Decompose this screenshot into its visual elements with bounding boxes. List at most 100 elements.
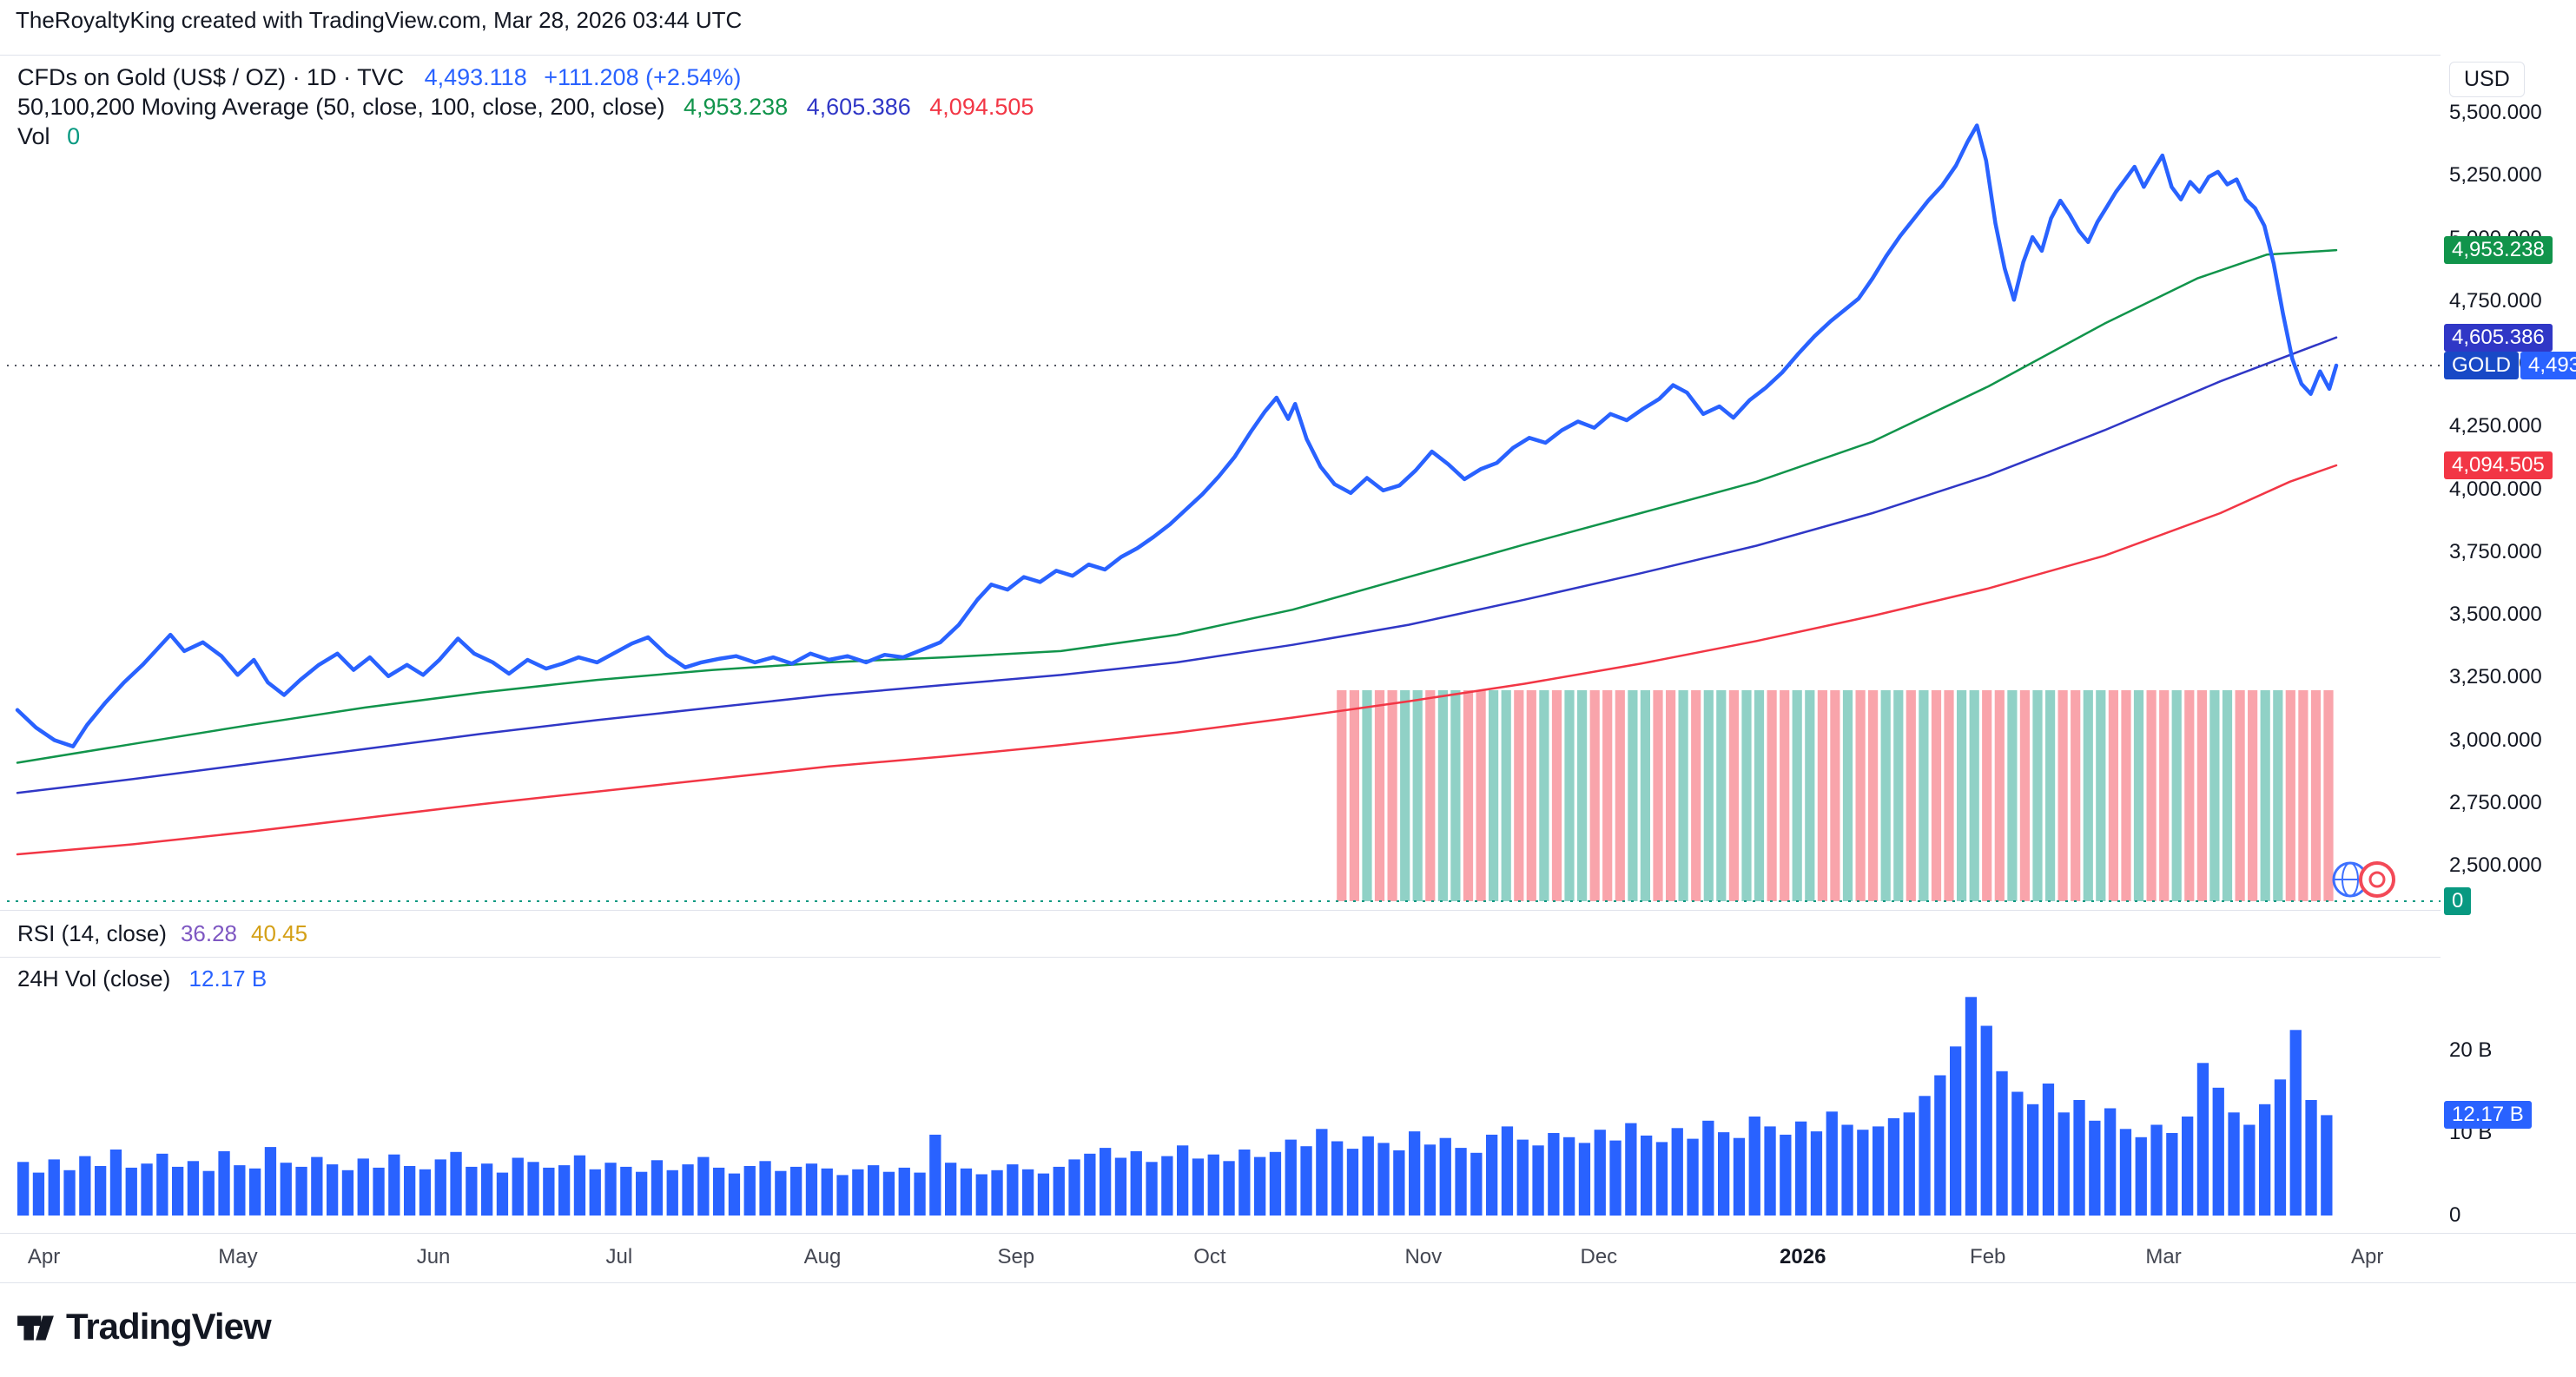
time-label-jul: Jul xyxy=(605,1245,633,1268)
series-ma200 xyxy=(16,464,2338,856)
volume-bar xyxy=(775,1170,787,1216)
volume-bar xyxy=(743,1166,756,1216)
volume-bar xyxy=(1810,1131,1823,1216)
vol-stripe-bar xyxy=(1780,690,1790,901)
volume-bar xyxy=(960,1168,973,1216)
tradingview-logo[interactable]: TradingView xyxy=(16,1306,272,1347)
price-tick: 3,750.000 xyxy=(2449,539,2542,563)
vol-stripe-bar xyxy=(1628,690,1638,901)
volume-bar xyxy=(2073,1100,2085,1216)
ma50-label: 4,953.238 xyxy=(2444,236,2553,264)
volume-bar xyxy=(63,1169,76,1216)
volume-bar xyxy=(728,1173,741,1216)
volume-bar xyxy=(1919,1096,1931,1216)
time-label-aug: Aug xyxy=(803,1245,842,1268)
price-tick: 5,500.000 xyxy=(2449,101,2542,124)
main-rsi-separator[interactable] xyxy=(0,910,2576,911)
volume-bar xyxy=(1007,1164,1019,1216)
vol-stripe-bar xyxy=(2045,690,2056,901)
vol-stripe-bar xyxy=(1919,690,1929,901)
volume-bar xyxy=(327,1164,339,1216)
vol-stripe-bar xyxy=(1425,690,1436,901)
volume-bar xyxy=(1084,1153,1096,1216)
rsi-vol-separator[interactable] xyxy=(0,957,2576,958)
vol-stripe-bar xyxy=(1994,690,2005,901)
volume-bar xyxy=(697,1156,710,1216)
chart-legend: CFDs on Gold (US$ / OZ) · 1D · TVC 4,493… xyxy=(17,63,1034,151)
volume-bar xyxy=(295,1166,307,1216)
vol-stripe-bar xyxy=(1728,690,1739,901)
vol-stripe-bar xyxy=(1703,690,1714,901)
vol-stripe-bar xyxy=(1678,690,1688,901)
symbol-row: CFDs on Gold (US$ / OZ) · 1D · TVC 4,493… xyxy=(17,63,1034,92)
ma200-label: 4,094.505 xyxy=(2444,451,2553,480)
volume-bar xyxy=(1300,1146,1312,1216)
volume-bar xyxy=(1022,1169,1034,1216)
chart-top-border xyxy=(0,55,2576,56)
volume-tick: 0 xyxy=(2449,1203,2461,1227)
volume-bar xyxy=(1316,1129,1328,1216)
time-axis[interactable]: Apr May Jun Jul Aug Sep Oct Nov Dec 2026 Feb Mar Apr xyxy=(0,1233,2576,1282)
volume-bar xyxy=(882,1171,895,1216)
vol-stripe-bar xyxy=(1792,690,1802,901)
volume-bar xyxy=(527,1162,539,1216)
volume-canvas[interactable] xyxy=(0,957,2441,1233)
volume-pane-legend: 24H Vol (close) 12.17 B xyxy=(17,965,267,992)
vol-stripe-bar xyxy=(2083,690,2093,901)
volume-bar xyxy=(141,1163,153,1216)
volume-bar xyxy=(125,1167,137,1216)
volume-bar xyxy=(1578,1143,1591,1216)
volume-bar xyxy=(1857,1130,1869,1216)
vol-label: Vol xyxy=(17,123,50,149)
vol-stripe-bar xyxy=(2273,690,2283,901)
main-chart-canvas[interactable] xyxy=(0,55,2441,910)
volume-bar xyxy=(620,1166,632,1216)
stamp-ring-icon xyxy=(2359,861,2395,898)
vol-stripe-bar xyxy=(2032,690,2043,901)
volume-bar xyxy=(1362,1136,1374,1216)
volume-bar xyxy=(156,1153,168,1216)
vol-stripe-bar xyxy=(2310,690,2322,901)
volume-bar xyxy=(1470,1152,1483,1216)
volume-bar xyxy=(1501,1126,1514,1216)
volume-bar xyxy=(636,1171,648,1216)
price-axis[interactable]: USD 5,500.0005,250.0005,000.0004,750.000… xyxy=(2441,55,2576,1233)
vol-stripe-bar xyxy=(1615,690,1625,901)
volume-bar xyxy=(836,1175,849,1216)
volume-bar xyxy=(558,1165,571,1216)
series-ma100 xyxy=(16,336,2338,794)
volume-bar xyxy=(666,1169,678,1216)
time-label-feb: Feb xyxy=(1970,1245,2006,1268)
volume-bar xyxy=(2274,1079,2287,1216)
time-label-2026: 2026 xyxy=(1780,1245,1826,1268)
volume-value: 12.17 B xyxy=(188,965,268,992)
vol-stripe-bar xyxy=(1880,690,1891,901)
vol-stripe-bar xyxy=(1855,690,1866,901)
volume-bar xyxy=(914,1172,926,1216)
price-tick: 4,000.000 xyxy=(2449,477,2542,501)
volume-bar xyxy=(821,1168,833,1216)
volume-bar xyxy=(790,1166,803,1216)
time-label-apr: Apr xyxy=(2351,1245,2384,1268)
price-tick: 4,750.000 xyxy=(2449,288,2542,313)
vol-zero-badge-value: 0 xyxy=(2444,887,2472,915)
volume-bar xyxy=(1996,1071,2008,1216)
vol-stripe-bar xyxy=(1551,690,1562,901)
stamp-ring-inner xyxy=(2368,871,2386,888)
volume-bar xyxy=(1238,1150,1251,1216)
volume-bar xyxy=(79,1156,91,1216)
vol-stripe-bar xyxy=(1868,690,1879,901)
volume-bar xyxy=(280,1163,292,1216)
ma200-label-value: 4,094.505 xyxy=(2444,451,2553,480)
vol-stripe-bar xyxy=(1842,690,1853,901)
series-gold-price xyxy=(15,123,2339,748)
price-tick: 2,500.000 xyxy=(2449,853,2542,877)
volume-bar xyxy=(1207,1154,1219,1216)
rsi-ma-value: 40.45 xyxy=(251,919,308,946)
vol-stripe-bar xyxy=(1514,690,1524,901)
vol-stripe-bar xyxy=(1450,690,1461,901)
price-tick: 3,250.000 xyxy=(2449,665,2542,689)
volume-bar xyxy=(1764,1126,1776,1216)
volume-bar xyxy=(975,1174,987,1216)
volume-bar xyxy=(1516,1139,1529,1216)
